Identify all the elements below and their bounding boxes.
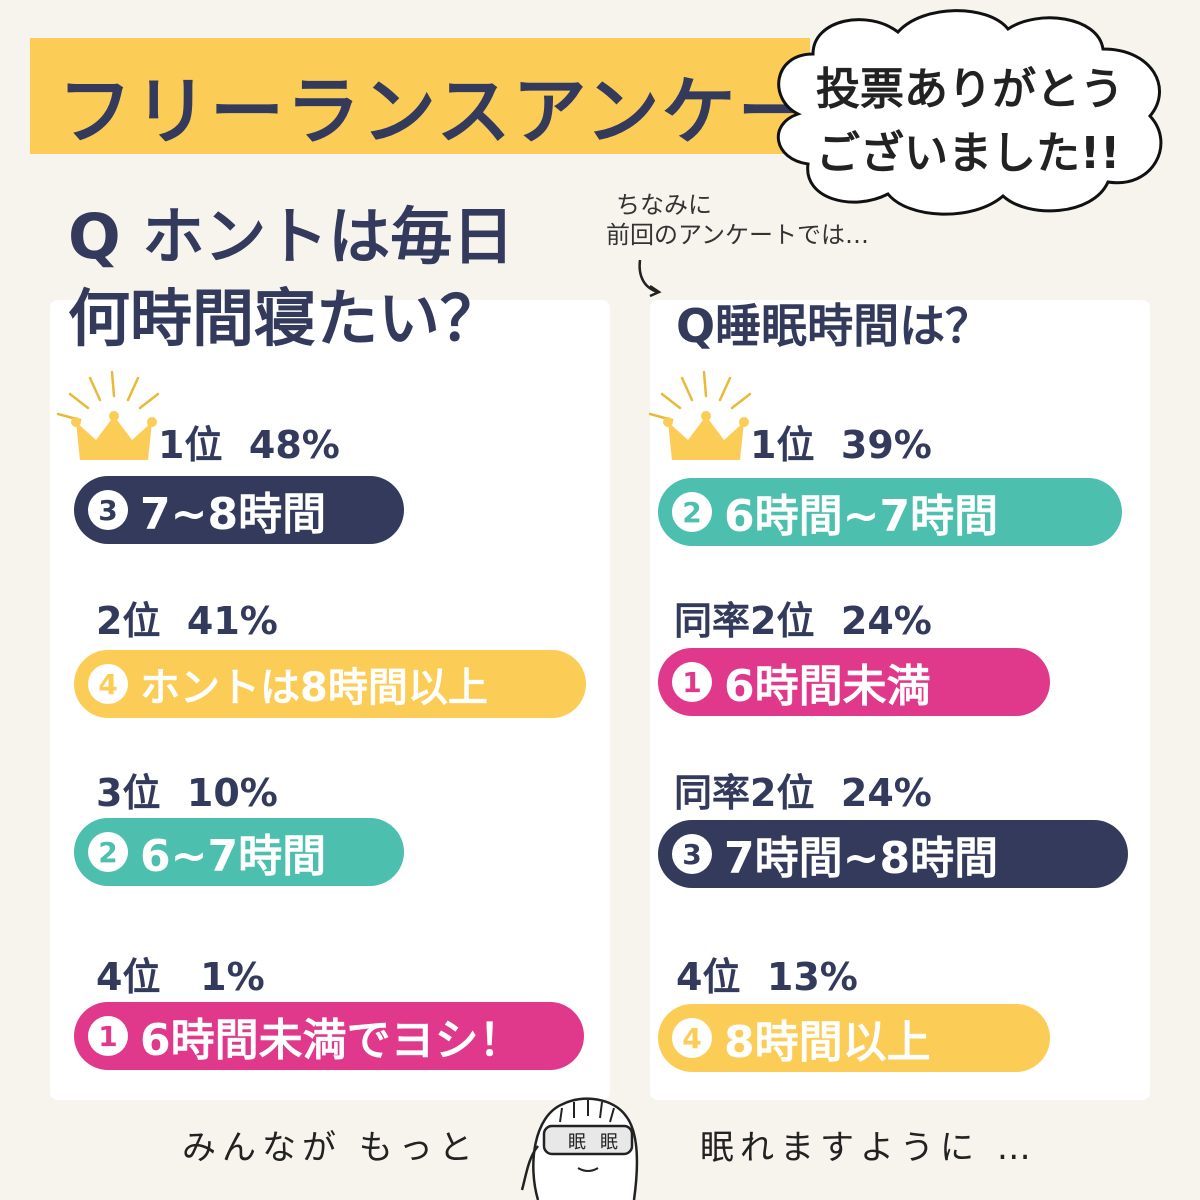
rank-percent: 39% <box>840 423 932 467</box>
rank-percent: 24% <box>840 599 932 643</box>
left-rank-4: 4位 1% <box>96 946 265 1001</box>
rank-percent: 1% <box>200 955 265 999</box>
right-rank-3: 同率2位 24% <box>674 762 932 817</box>
thanks-message: 投票ありがとう ございました!! <box>816 58 1156 186</box>
answer-label: 7~8時間 <box>140 489 327 540</box>
right-rank-1: 1位 39% <box>750 414 932 469</box>
answer-label: 6時間未満 <box>724 661 931 712</box>
left-question: Q ホントは毎日 何時間寝たい？ <box>68 196 588 360</box>
rank-label: 同率2位 <box>674 771 815 815</box>
left-rank-1: 1位 48% <box>158 414 340 469</box>
left-rank-2: 2位 41% <box>96 590 278 645</box>
answer-label: 6時間~7時間 <box>724 491 999 542</box>
thanks-line-2: ございました!! <box>816 128 1121 179</box>
rank-label: 1位 <box>158 423 223 467</box>
right-answer-2: 1 6時間未満 <box>658 648 1050 716</box>
rank-label: 同率2位 <box>674 599 815 643</box>
rank-percent: 10% <box>186 771 278 815</box>
left-answer-2: 4 ホントは8時間以上 <box>74 650 586 718</box>
note-line-2: 前回のアンケートでは… <box>606 221 870 249</box>
right-question: Q睡眠時間は？ <box>676 299 992 353</box>
svg-text:眠: 眠 <box>568 1132 586 1153</box>
answer-number: 3 <box>672 834 712 874</box>
left-answer-1: 3 7~8時間 <box>74 476 404 544</box>
answer-number: 4 <box>88 664 128 704</box>
answer-label: 7時間~8時間 <box>724 833 999 884</box>
rank-label: 1位 <box>750 423 815 467</box>
right-answer-3: 3 7時間~8時間 <box>658 820 1128 888</box>
answer-number: 3 <box>88 490 128 530</box>
answer-label: 6~7時間 <box>140 831 327 882</box>
previous-survey-note: ちなみに 前回のアンケートでは… <box>606 190 869 250</box>
svg-text:眠: 眠 <box>600 1132 618 1153</box>
answer-label: 8時間以上 <box>724 1017 931 1068</box>
thanks-line-1: 投票ありがとう <box>816 64 1124 115</box>
answer-number: 2 <box>672 492 712 532</box>
note-line-1: ちなみに <box>616 191 712 219</box>
crown-icon <box>648 370 752 460</box>
answer-number: 4 <box>672 1018 712 1058</box>
left-answer-4: 1 6時間未満でヨシ！ <box>74 1002 584 1070</box>
title-banner <box>30 38 810 154</box>
answer-number: 2 <box>88 832 128 872</box>
sleeping-face-icon: 眠 眠 <box>520 1097 639 1200</box>
left-answer-3: 2 6~7時間 <box>74 818 404 886</box>
rank-label: 3位 <box>96 771 161 815</box>
rank-label: 4位 <box>96 955 161 999</box>
left-rank-3: 3位 10% <box>96 762 278 817</box>
left-question-line-2: 何時間寝たい？ <box>68 282 503 355</box>
page-title: フリーランスアンケート <box>58 69 890 155</box>
left-question-line-1: Q ホントは毎日 <box>68 200 515 273</box>
rank-percent: 48% <box>248 423 340 467</box>
answer-number: 1 <box>88 1016 128 1056</box>
speech-cloud <box>776 9 1163 216</box>
right-answer-1: 2 6時間~7時間 <box>658 478 1122 546</box>
rank-percent: 24% <box>840 771 932 815</box>
right-rank-4: 4位 13% <box>676 946 858 1001</box>
right-answer-4: 4 8時間以上 <box>658 1004 1050 1072</box>
footer-text-left: みんなが もっと <box>182 1128 479 1168</box>
rank-percent: 13% <box>766 955 858 999</box>
answer-label: 6時間未満でヨシ！ <box>140 1015 523 1066</box>
rank-label: 2位 <box>96 599 161 643</box>
rank-percent: 41% <box>186 599 278 643</box>
rank-label: 4位 <box>676 955 741 999</box>
right-rank-2: 同率2位 24% <box>674 590 932 645</box>
answer-number: 1 <box>672 662 712 702</box>
crown-icon <box>56 370 160 460</box>
footer-text-right: 眠れますように … <box>700 1128 1037 1168</box>
answer-label: ホントは8時間以上 <box>140 665 488 711</box>
curved-arrow-icon <box>638 259 662 298</box>
